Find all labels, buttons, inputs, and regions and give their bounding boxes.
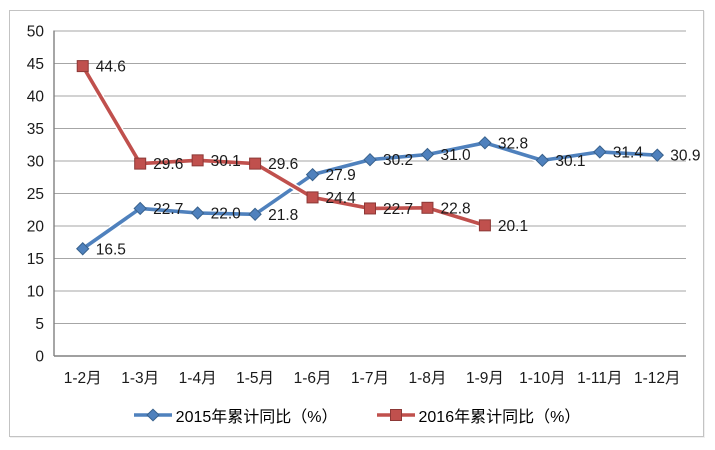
svg-text:22.7: 22.7 [383,201,413,218]
series-0 [76,136,664,256]
svg-text:30.9: 30.9 [670,148,700,165]
marker-square [421,201,434,214]
axes [53,30,686,357]
svg-text:30: 30 [27,154,45,171]
svg-text:30.1: 30.1 [211,153,241,170]
svg-text:1-2月: 1-2月 [64,370,102,387]
marker-diamond [76,242,90,256]
svg-text:22.8: 22.8 [440,200,470,217]
svg-text:35: 35 [27,121,44,138]
x-axis-labels: 1-2月 1-3月 1-4月 1-5月 1-6月 1-7月 1-8月 1-9月 1-10月 1-1… [64,370,681,387]
svg-text:1-11月: 1-11月 [577,370,622,387]
svg-text:24.4: 24.4 [326,190,357,207]
svg-text:22.0: 22.0 [211,206,242,223]
marker-diamond [305,167,320,182]
svg-text:1-6月: 1-6月 [294,370,332,387]
svg-text:1-10月: 1-10月 [519,370,566,387]
svg-text:5: 5 [35,316,44,333]
series-1 [76,60,491,232]
svg-text:31.0: 31.0 [440,147,471,164]
svg-text:31.4: 31.4 [613,144,644,161]
svg-text:40: 40 [27,89,45,106]
data-labels-0: 16.5 22.7 22.0 21.8 27.9 30.2 31.0 32.8 30.1 31.4… [96,135,701,258]
svg-text:1-7月: 1-7月 [351,370,389,387]
svg-text:29.6: 29.6 [268,156,298,173]
svg-text:1-5月: 1-5月 [236,370,274,387]
svg-text:16.5: 16.5 [96,241,126,258]
svg-text:1-3月: 1-3月 [121,370,159,387]
marker-square [306,191,319,204]
marker-square [76,60,89,73]
svg-text:29.6: 29.6 [153,156,183,173]
y-axis-labels: 0 5 10 15 20 25 30 35 40 45 50 [27,24,45,366]
marker-square [249,157,262,170]
marker-diamond [650,148,664,162]
marker-square [364,202,376,215]
svg-text:25: 25 [27,186,44,203]
marker-diamond [535,153,550,168]
marker-diamond [133,201,147,216]
svg-text:1-12月: 1-12月 [634,370,681,387]
svg-text:32.8: 32.8 [498,135,528,152]
marker-diamond [593,145,607,159]
legend-label-2016: 2016年累计同比（%） [418,409,581,426]
svg-text:50: 50 [27,24,45,41]
svg-text:1-8月: 1-8月 [409,370,447,387]
svg-text:10: 10 [27,284,45,301]
marker-square [134,157,147,170]
legend: 2015年累计同比（%） 2016年累计同比（%） [10,404,703,426]
marker-diamond [363,152,377,167]
svg-text:21.8: 21.8 [268,207,298,224]
svg-text:22.7: 22.7 [153,201,183,218]
chart-svg: 0 5 10 15 20 25 30 35 40 45 50 1-2月 1-3月 1-4月 1-5月 1-6月… [27,24,701,388]
data-labels-1: 44.6 29.6 30.1 29.6 24.4 22.7 22.8 20.1 [96,59,528,235]
marker-diamond [420,147,435,162]
svg-text:1-4月: 1-4月 [179,370,217,387]
legend-item-2015: 2015年累计同比（%） [133,403,338,427]
svg-text:30.1: 30.1 [555,153,585,170]
legend-swatch-2016-icon [376,409,415,421]
marker-square [478,219,491,232]
gridlines [54,30,686,357]
svg-text:15: 15 [27,251,44,268]
svg-text:0: 0 [35,349,44,366]
svg-text:20.1: 20.1 [498,218,528,235]
legend-item-2016: 2016年累计同比（%） [376,403,581,427]
svg-text:1-9月: 1-9月 [466,370,504,387]
legend-label-2015: 2015年累计同比（%） [175,409,338,426]
svg-text:30.2: 30.2 [383,152,413,169]
marker-diamond [248,207,262,222]
svg-text:20: 20 [27,219,45,236]
legend-swatch-2015-icon [133,408,172,422]
svg-text:44.6: 44.6 [96,59,126,76]
marker-diamond [478,136,492,150]
svg-text:27.9: 27.9 [326,167,356,184]
marker-diamond [190,206,205,220]
svg-text:45: 45 [27,56,44,73]
chart-frame: 0 5 10 15 20 25 30 35 40 45 50 1-2月 1-3月 1-4月 1-5月 1-6月… [9,10,704,437]
marker-square [191,154,204,167]
